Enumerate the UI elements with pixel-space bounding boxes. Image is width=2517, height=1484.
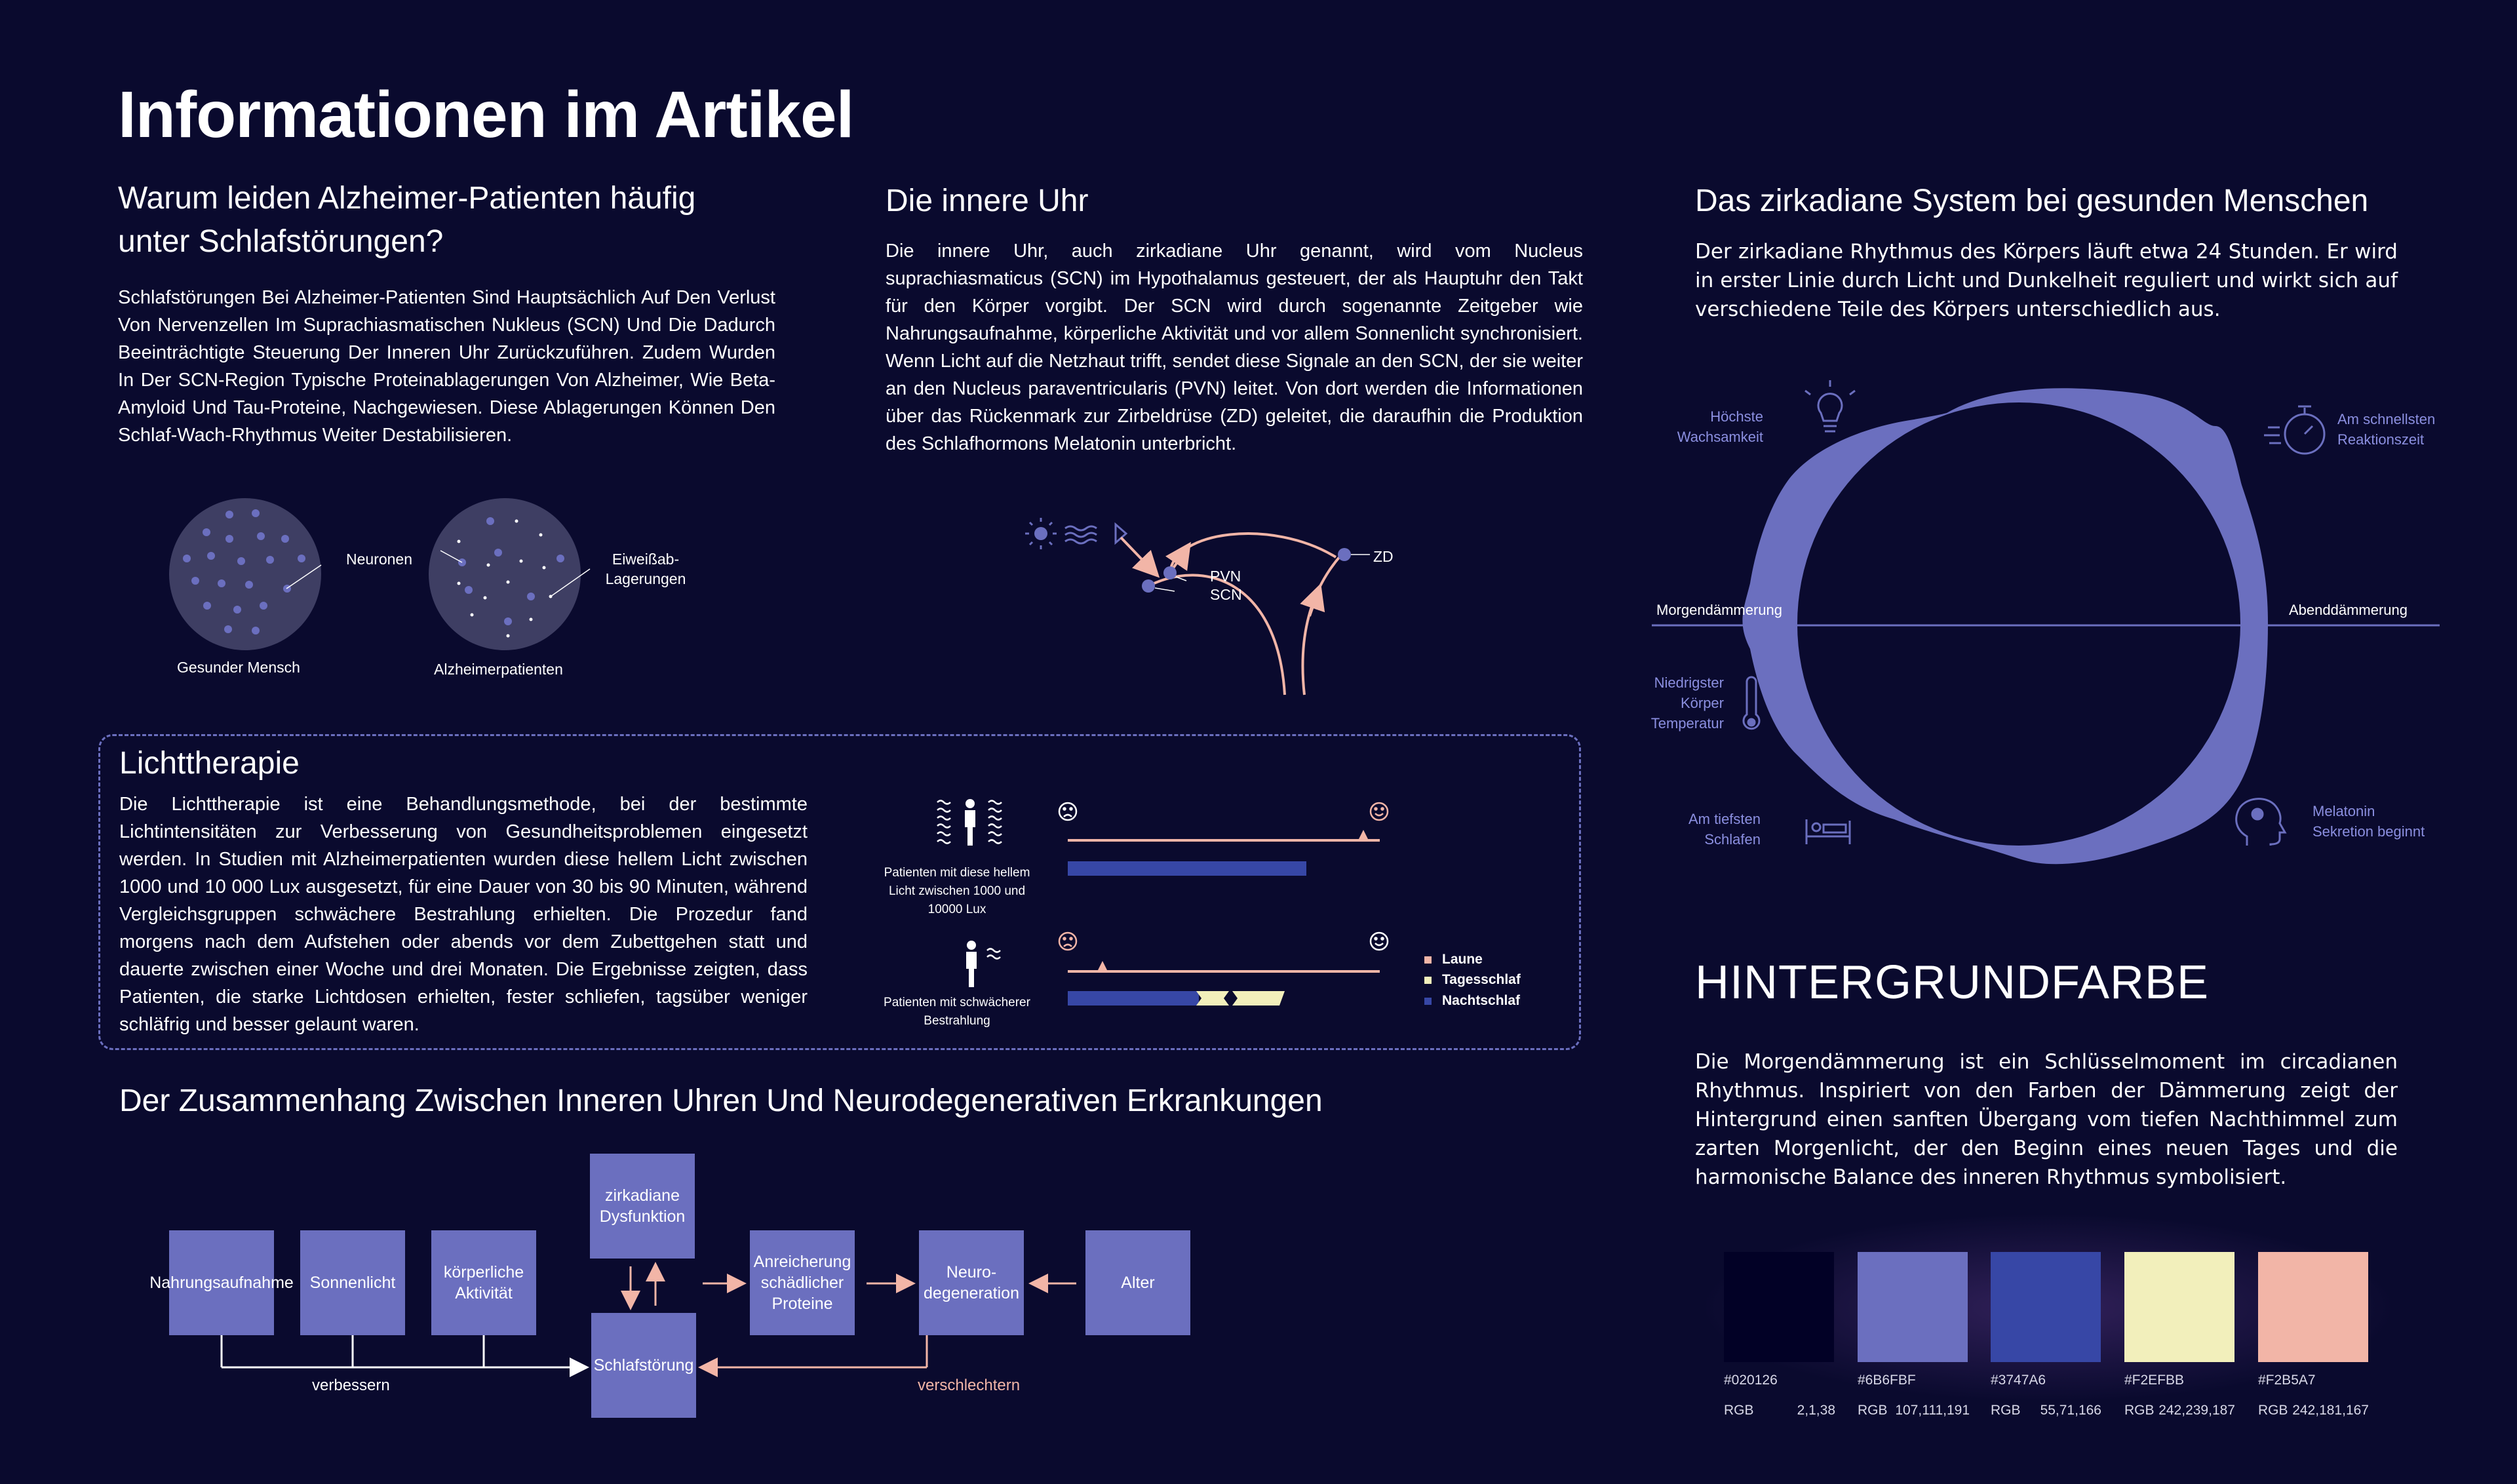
light-therapy-text: Die Lichttherapie ist eine Behandlungsme… [119,794,808,1035]
weak-light-patient-icon [966,941,1001,987]
label-deposits-2: Lagerungen [605,570,686,587]
neuron-comparison-illustration [169,498,591,650]
night-sleep-bar-weak [1068,991,1199,1006]
mood-marker-weak [1097,961,1108,971]
box-sleep-disorder: Schlafstörung [591,1313,696,1418]
inner-clock-heading: Die innere Uhr [886,184,1089,218]
circadian-text: Der zirkadiane Rhythmus des Körpers läuf… [1695,240,2398,321]
pvn-node [1163,566,1177,579]
neuro-heading: Der Zusammenhang Zwischen Inneren Uhren … [119,1084,1323,1118]
swatch-rgb-label-5: RGB [2258,1403,2288,1418]
clock-pathway-diagram [1025,518,1370,695]
swatch-cream [2124,1252,2234,1362]
zd-node [1338,548,1351,561]
alzheimer-text: Schlafstörungen Bei Alzheimer-Patienten … [118,287,775,446]
caption-healthy: Gesunder Mensch [177,659,300,676]
swatch-hex-4: #F2EFBB [2124,1373,2185,1388]
night-sleep-bar-bright [1068,861,1306,876]
legend-mood: Laune [1424,952,1483,967]
happy-face-icon-1 [1369,802,1389,821]
mood-marker-bright [1358,830,1369,840]
sad-face-icon-2 [1058,931,1078,951]
day-sleep-segment-1 [1196,991,1229,1006]
swatch-rgb-label-4: RGB [2124,1403,2155,1418]
sad-face-icon-1 [1058,802,1078,821]
sun-icon [1025,518,1057,549]
flowchart-connectors [220,1262,1076,1377]
light-wave-icon [1064,525,1097,545]
swatch-rgb-1: 2,1,38 [1797,1403,1835,1418]
label-pvn: PVN [1210,568,1241,585]
swatch-hex-1: #020126 [1724,1373,1778,1388]
light-therapy-panel [98,734,1581,1050]
lightbulb-icon [1805,380,1856,433]
stopwatch-icon [2264,405,2326,455]
swatch-rgb-label-3: RGB [1991,1403,2021,1418]
happy-face-icon-2 [1369,931,1389,951]
label-deposits-1: Eiweißab- [612,551,680,568]
swatch-rgb-label-2: RGB [1858,1403,1888,1418]
caption-patient: Alzheimerpatienten [434,661,563,678]
thermometer-icon [1742,676,1761,730]
legend-mood-swatch [1424,956,1432,964]
swatch-rgb-2: 107,111,191 [1895,1403,1970,1418]
swatch-rgb-4: 242,239,187 [2158,1403,2235,1418]
alzheimer-heading: Warum leiden Alzheimer-Patienten häufig … [118,181,696,259]
label-scn: SCN [1210,586,1242,603]
healthy-neurons [183,509,305,635]
swatch-night [1724,1252,1834,1362]
background-heading: HINTERGRUNDFARBE [1695,956,2210,1009]
legend-day-sleep-swatch [1424,976,1432,984]
group-weak-caption: Patienten mit schwächerer Bestrahlung [884,996,1030,1028]
label-temperature: Niedrigster Körper Temperatur [1650,674,1724,732]
label-zd: ZD [1373,548,1394,565]
box-sunlight: Sonnenlicht [300,1230,405,1335]
swatch-rgb-label-1: RGB [1724,1403,1754,1418]
swatch-blue [1991,1252,2101,1362]
swatch-hex-3: #3747A6 [1991,1373,2046,1388]
label-melatonin: Melatonin Sekretion beginnt [2312,803,2425,840]
light-therapy-heading: Lichttherapie [119,746,300,781]
label-worsen: verschlechtern [918,1377,1021,1394]
box-age: Alter [1085,1230,1190,1335]
protein-deposits [457,519,553,638]
light-therapy-chart [937,799,1389,1006]
label-reaction: Am schnellsten Reaktionszeit [2337,411,2436,448]
swatch-rgb-3: 55,71,166 [2040,1403,2101,1418]
legend-day-sleep: Tagesschlaf [1424,972,1521,988]
label-neurons: Neuronen [346,551,413,568]
box-food: Nahrungsaufnahme [149,1230,294,1335]
swatch-lavender [1858,1252,1968,1362]
circadian-ring-diagram [1652,380,2440,865]
background-text: Die Morgendämmerung ist ein Schlüsselmom… [1695,1050,2398,1189]
ring-center [1797,402,2240,846]
box-protein: Anreicherung schädlicher Proteine [750,1230,855,1335]
swatch-hex-2: #6B6FBF [1858,1373,1916,1388]
label-dawn: Morgendämmerung [1656,602,1782,618]
day-sleep-segment-2 [1232,991,1285,1006]
group-bright-caption: Patienten mit diese hellem Licht zwischen… [884,866,1030,916]
scn-node [1142,579,1155,593]
head-melatonin-icon [2235,798,2287,846]
swatch-hex-5: #F2B5A7 [2258,1373,2316,1388]
label-improve: verbessern [312,1377,390,1394]
swatch-salmon [2258,1252,2368,1362]
box-dysfunction: zirkadiane Dysfunktion [590,1154,695,1259]
label-alertness: Höchste Wachsamkeit [1677,408,1763,445]
box-neurodegeneration: Neuro-degeneration [919,1230,1024,1335]
page-title: Informationen im Artikel [118,78,854,151]
circadian-heading: Das zirkadiane System bei gesunden Mensc… [1695,184,2369,218]
bed-icon [1805,819,1851,844]
label-deepest-sleep: Am tiefsten Schlafen [1688,811,1761,848]
inner-clock-text: Die innere Uhr, auch zirkadiane Uhr gena… [886,241,1583,454]
healthy-brain-circle [169,498,321,650]
legend-night-sleep-swatch [1424,997,1432,1005]
swatch-rgb-5: 242,181,167 [2292,1403,2369,1418]
box-activity: körperliche Aktivität [431,1230,536,1335]
bright-light-patient-icon [937,799,1002,846]
patient-brain-circle [429,498,581,650]
patient-neurons [458,517,564,625]
label-dusk: Abenddämmerung [2289,602,2408,618]
legend-night-sleep: Nachtschlaf [1424,993,1520,1009]
